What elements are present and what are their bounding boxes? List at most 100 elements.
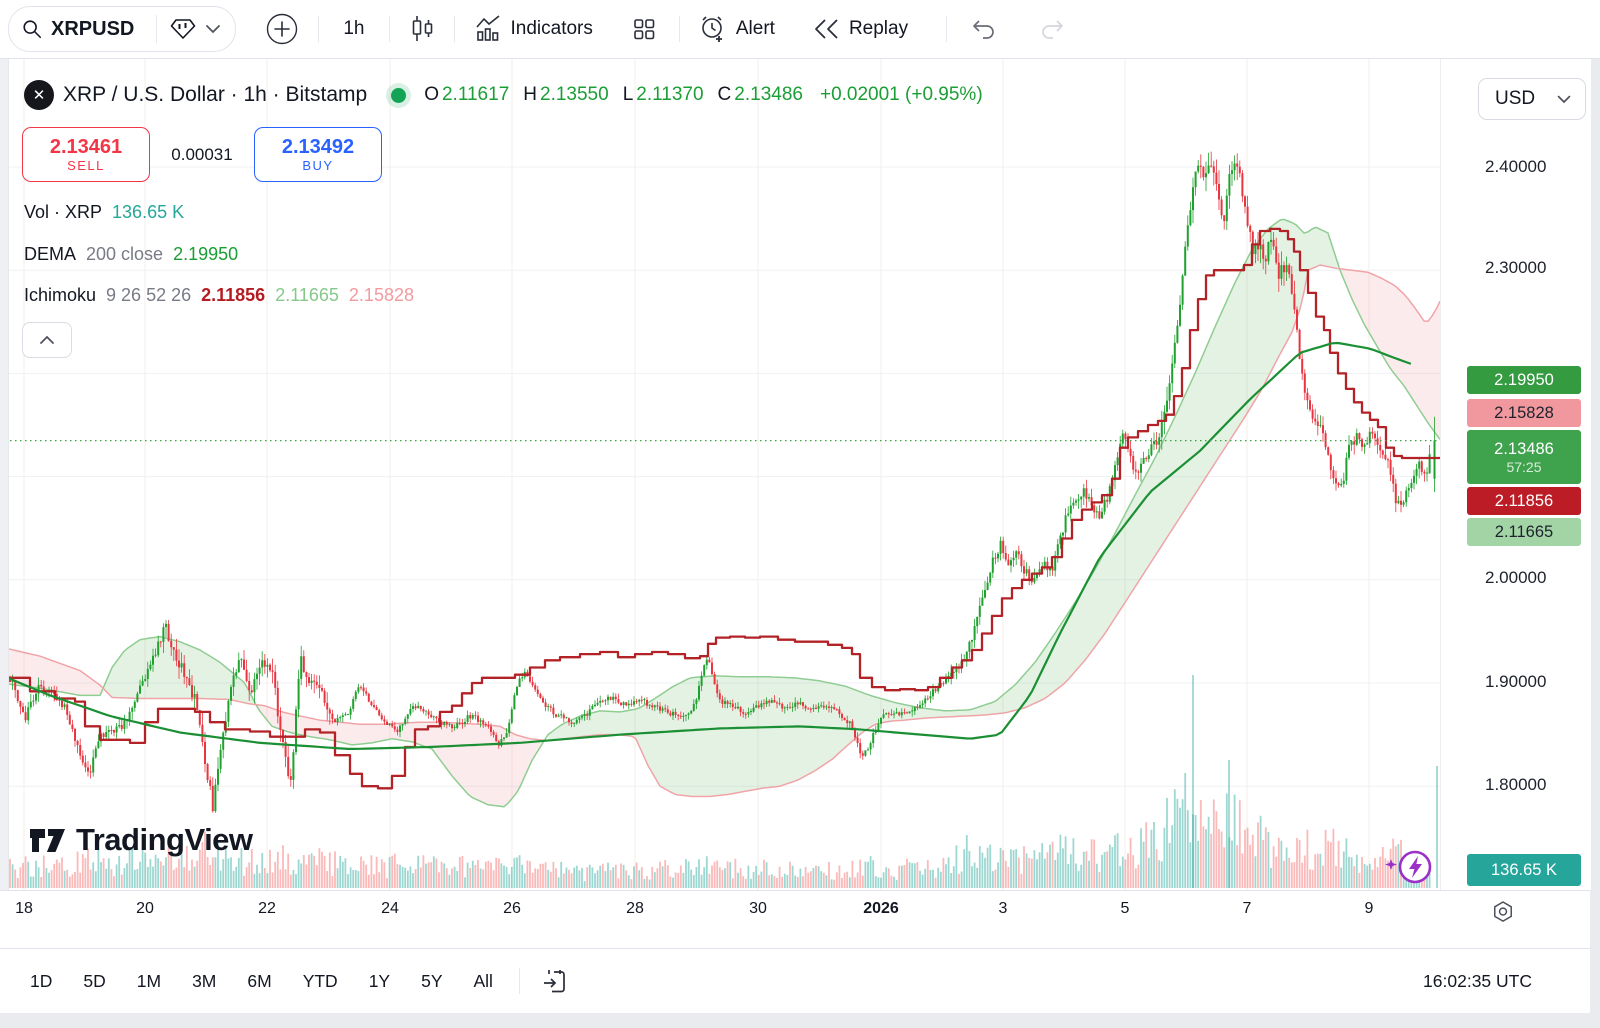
boost-button[interactable] bbox=[1384, 845, 1440, 894]
window-footer bbox=[0, 1012, 1600, 1028]
price-axis[interactable]: USD 2.40000 2.30000 2.00000 1.90000 1.80000 2… bbox=[1440, 58, 1591, 890]
candlestick-icon bbox=[408, 14, 436, 44]
indicators-icon bbox=[473, 14, 503, 44]
ichimoku-leadb-price-label: 2.15828 bbox=[1467, 399, 1581, 427]
divider bbox=[678, 16, 680, 42]
price-chart[interactable] bbox=[0, 58, 1440, 935]
redo-button[interactable] bbox=[1027, 9, 1079, 49]
add-symbol-button[interactable] bbox=[252, 9, 312, 49]
time-axis-label: 5 bbox=[1120, 900, 1130, 917]
divider bbox=[156, 15, 158, 43]
dema-price-label: 2.19950 bbox=[1467, 366, 1581, 394]
chevron-down-icon bbox=[1557, 95, 1571, 103]
time-axis-label: 3 bbox=[998, 900, 1008, 917]
window-right-gutter bbox=[1590, 0, 1600, 1028]
market-status-icon bbox=[391, 87, 407, 103]
legend-ichimoku[interactable]: Ichimoku 9 26 52 26 2.11856 2.11665 2.158… bbox=[24, 285, 414, 305]
time-axis-label: 2026 bbox=[863, 900, 899, 917]
time-axis-label: 26 bbox=[503, 900, 521, 917]
range-1d[interactable]: 1D bbox=[30, 970, 53, 991]
volume-value: 136.65 K bbox=[112, 202, 185, 222]
range-1m[interactable]: 1M bbox=[136, 970, 162, 991]
divider bbox=[453, 16, 455, 42]
time-axis-label: 28 bbox=[626, 900, 644, 917]
range-3m[interactable]: 3M bbox=[192, 970, 217, 991]
undo-button[interactable] bbox=[957, 9, 1009, 49]
chevron-down-icon[interactable] bbox=[205, 24, 221, 34]
time-axis-label: 18 bbox=[15, 900, 33, 917]
alarm-clock-icon bbox=[698, 14, 728, 44]
price-axis-label: 2.00000 bbox=[1485, 568, 1547, 587]
tradingview-logo-text: TradingView bbox=[76, 822, 253, 857]
low-value: 2.11370 bbox=[636, 84, 704, 105]
interval-button[interactable]: 1h bbox=[343, 18, 365, 39]
time-axis-label: 7 bbox=[1242, 900, 1252, 917]
trade-panel: 2.13461 SELL 0.00031 2.13492 BUY bbox=[22, 127, 382, 182]
symbol-title[interactable]: XRP / U.S. Dollar · 1h · Bitstamp bbox=[63, 83, 368, 106]
ichimoku-leadb-value: 2.15828 bbox=[348, 285, 414, 305]
spread-value: 0.00031 bbox=[171, 144, 233, 164]
ichimoku-base-price-label: 2.11856 bbox=[1467, 487, 1581, 515]
clock-utc[interactable]: 16:02:35 UTC bbox=[1423, 970, 1532, 991]
replay-icon bbox=[813, 16, 841, 42]
time-axis-label: 24 bbox=[381, 900, 399, 917]
last-price-label: 2.13486 57:25 bbox=[1467, 430, 1581, 484]
ichimoku-leada-value: 2.11665 bbox=[275, 285, 339, 305]
replay-button[interactable]: Replay bbox=[801, 9, 920, 49]
sell-button[interactable]: 2.13461 SELL bbox=[22, 127, 150, 182]
divider bbox=[946, 16, 948, 42]
price-axis-label: 2.30000 bbox=[1485, 258, 1547, 277]
indicators-button[interactable]: Indicators bbox=[461, 9, 605, 49]
open-value: 2.11617 bbox=[441, 84, 510, 105]
divider bbox=[388, 16, 390, 42]
range-5d[interactable]: 5D bbox=[83, 970, 106, 991]
range-1y[interactable]: 1Y bbox=[368, 970, 391, 991]
divider bbox=[518, 968, 520, 994]
diamond-icon[interactable] bbox=[169, 17, 197, 41]
close-value: 2.13486 bbox=[734, 84, 803, 105]
price-axis-label: 1.90000 bbox=[1485, 672, 1547, 691]
xrp-logo-icon: ✕ bbox=[24, 80, 54, 110]
bottom-toolbar: 1D 5D 1M 3M 6M YTD 1Y 5Y All 16:02:35 UTC bbox=[0, 948, 1590, 1013]
price-axis-label: 2.40000 bbox=[1485, 157, 1547, 176]
range-selector: 1D 5D 1M 3M 6M YTD 1Y 5Y All bbox=[30, 971, 493, 992]
axis-settings-icon[interactable] bbox=[1488, 897, 1518, 927]
tradingview-logo-icon bbox=[30, 829, 65, 852]
ichimoku-leada-price-label: 2.11665 bbox=[1467, 518, 1581, 546]
range-6m[interactable]: 6M bbox=[247, 970, 272, 991]
layout-grid-button[interactable] bbox=[619, 9, 669, 49]
buy-button[interactable]: 2.13492 BUY bbox=[254, 127, 382, 182]
top-toolbar: XRPUSD 1h Indicators bbox=[0, 0, 1600, 59]
tradingview-logo[interactable]: TradingView bbox=[28, 822, 253, 858]
range-5y[interactable]: 5Y bbox=[421, 970, 443, 991]
time-axis[interactable]: 18 20 22 24 26 28 30 2026 3 5 7 9 bbox=[0, 890, 1590, 936]
symbol-name[interactable]: XRPUSD bbox=[51, 17, 135, 40]
lightning-icon bbox=[1409, 856, 1422, 878]
currency-select[interactable]: USD bbox=[1478, 78, 1586, 120]
time-axis-label: 30 bbox=[749, 900, 767, 917]
time-axis-label: 20 bbox=[136, 900, 154, 917]
search-icon bbox=[21, 18, 43, 40]
range-all[interactable]: All bbox=[473, 970, 493, 991]
ohlc-values: O 2.11617 H 2.13550 L 2.11370 C 2.13486 +0.0… bbox=[424, 84, 983, 105]
collapse-legend-button[interactable] bbox=[22, 322, 72, 358]
legend-symbol-row: ✕ XRP / U.S. Dollar · 1h · Bitstamp O 2.1… bbox=[24, 80, 983, 110]
time-axis-label: 9 bbox=[1364, 900, 1374, 917]
range-ytd[interactable]: YTD bbox=[302, 970, 338, 991]
chart-style-button[interactable] bbox=[396, 9, 448, 49]
sparkle-icon bbox=[1385, 859, 1397, 870]
ichimoku-base-value: 2.11856 bbox=[201, 285, 266, 305]
high-value: 2.13550 bbox=[540, 84, 609, 105]
legend-volume[interactable]: Vol · XRP 136.65 K bbox=[24, 202, 185, 222]
price-axis-label: 1.80000 bbox=[1485, 775, 1547, 794]
goto-date-button[interactable] bbox=[540, 966, 570, 996]
dema-value: 2.19950 bbox=[173, 244, 239, 264]
change-value: +0.02001 (+0.95%) bbox=[819, 84, 983, 105]
grid-icon bbox=[631, 16, 657, 42]
alert-button[interactable]: Alert bbox=[686, 9, 787, 49]
time-axis-label: 22 bbox=[258, 900, 276, 917]
volume-axis-label: 136.65 K bbox=[1467, 854, 1581, 886]
symbol-search[interactable]: XRPUSD bbox=[8, 6, 237, 52]
legend-dema[interactable]: DEMA 200 close 2.19950 bbox=[24, 244, 239, 264]
